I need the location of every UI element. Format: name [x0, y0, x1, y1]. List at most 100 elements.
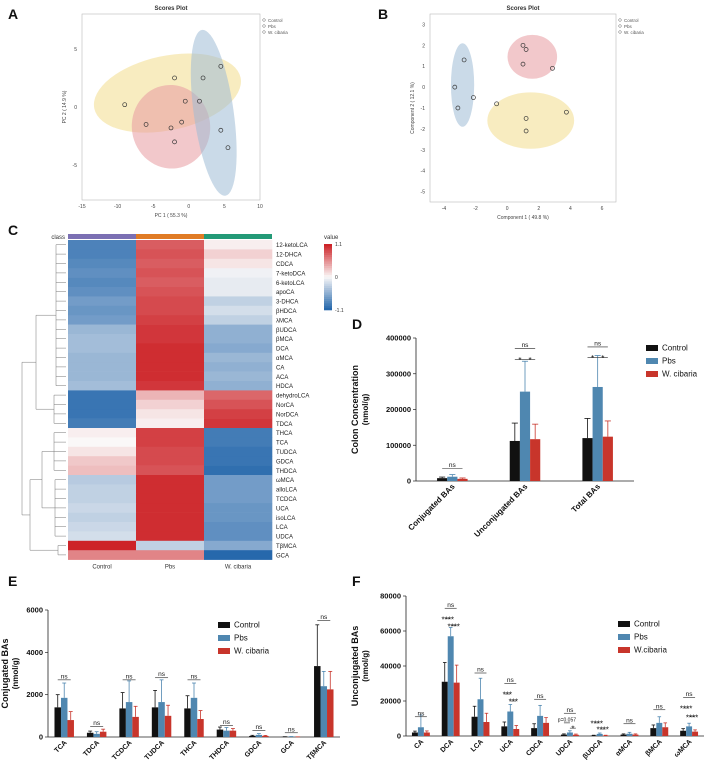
bar-control: [650, 728, 657, 736]
score-point-control: [122, 102, 128, 108]
heatmap-cell: [204, 540, 273, 551]
heatmap-cell: [136, 446, 205, 457]
heatmap-cell: [68, 456, 137, 466]
heatmap-cell: [204, 399, 273, 410]
legend-gradient-step: [324, 307, 332, 311]
score-point-wcibaria: [225, 145, 231, 151]
legend-entry: Pbs: [624, 24, 633, 29]
heatmap-cell: [136, 371, 205, 382]
score-point-wcibaria: [197, 98, 202, 104]
legend-swatch: [218, 622, 230, 628]
heatmap-cell: [68, 390, 137, 401]
y-tick-label: 4000: [26, 648, 43, 657]
bar-wcibaria: [99, 731, 107, 737]
plot-title: Scores Plot: [506, 6, 539, 12]
heatmap-cell: [204, 305, 273, 316]
legend-gradient-step: [324, 246, 332, 249]
heatmap-row-label: CDCA: [276, 262, 293, 268]
heatmap-column-label: W. cibaria: [225, 565, 252, 571]
bar-pbs: [686, 726, 693, 736]
bar-control: [680, 730, 687, 736]
heatmap-svg: class Control Pbs W. cibaria 12-ketoLCA 12-DH…: [21, 234, 344, 571]
category-label: DCA: [439, 738, 455, 754]
heatmap-cell: [204, 277, 273, 288]
significance-label: ns: [158, 671, 166, 678]
category-label: THDCA: [209, 739, 231, 761]
heatmap-cell: [204, 418, 273, 429]
category-label: TCA: [54, 739, 69, 754]
heatmap-cell: [136, 493, 205, 504]
significance-label: ns: [626, 717, 634, 724]
category-label: TCDCA: [111, 739, 133, 761]
heatmap-cell: [204, 324, 273, 335]
legend-gradient-step: [324, 301, 332, 304]
score-point-pbs: [520, 42, 526, 48]
legend-swatch: [618, 647, 630, 653]
bar-wcibaria: [453, 682, 460, 736]
y-tick-label: 80000: [380, 592, 401, 601]
heatmap-row-label: NorDCA: [276, 412, 298, 418]
heatmap-cell: [136, 268, 205, 278]
y-tick-label: -5: [421, 190, 426, 196]
significance-label: ns: [686, 691, 694, 698]
heatmap-cell: [136, 503, 205, 513]
heatmap-cell: [136, 475, 205, 485]
x-tick-label: -4: [442, 206, 447, 212]
heatmap-cell: [136, 437, 205, 448]
x-tick-label: 2: [537, 206, 540, 212]
legend-entry: W. cibaria: [624, 30, 644, 35]
legend-gradient-step: [324, 244, 332, 247]
significance-label: *: [518, 356, 521, 365]
heatmap-cell: [68, 268, 137, 278]
bar-wcibaria: [602, 436, 613, 481]
heatmap-row-label: LCA: [276, 525, 288, 531]
class-bar-1: [136, 234, 204, 239]
legend-marker: [262, 18, 266, 22]
significance-label: ns: [477, 667, 485, 674]
legend-marker: [618, 30, 622, 34]
heatmap-cell: [136, 277, 205, 288]
plot-frame: [81, 13, 261, 201]
heatmap-row-label: βHDCA: [276, 309, 296, 315]
score-point-control: [564, 109, 569, 115]
y-tick-label: 0: [422, 85, 425, 91]
bar-control: [501, 726, 508, 736]
heatmap-cell: [136, 240, 205, 250]
heatmap-cell: [68, 381, 137, 391]
significance-label: ns: [594, 340, 602, 347]
y-tick-label: 300000: [386, 369, 411, 378]
legend-gradient-step: [324, 261, 332, 265]
x-tick-label: 5: [223, 204, 226, 210]
legend-gradient-step: [324, 305, 332, 309]
heatmap-cell: [68, 465, 137, 476]
x-tick-label: -15: [78, 204, 85, 210]
significance-label: ns: [223, 719, 231, 726]
bar-control: [151, 707, 159, 737]
panel-label-f: F: [352, 573, 361, 589]
class-label: class: [51, 235, 65, 241]
significance-label: ****: [680, 705, 692, 714]
bar-pbs: [447, 476, 458, 481]
score-point-control: [172, 75, 177, 81]
heatmap-cell: [68, 296, 137, 307]
bar-control: [54, 707, 61, 737]
legend-tick-label: 0: [335, 275, 338, 281]
y-tick-label: -5: [73, 163, 78, 169]
heatmap-cell: [136, 390, 205, 401]
significance-label: *: [601, 354, 604, 363]
legend-gradient-step: [324, 303, 332, 306]
legend-gradient-step: [324, 250, 332, 254]
heatmap-cell: [68, 531, 137, 542]
score-point-wcibaria: [461, 57, 467, 63]
bar-wcibaria: [132, 716, 139, 737]
bar-pbs: [125, 702, 133, 737]
category-label: ωMCA: [673, 738, 693, 758]
category-label: βMCA: [644, 738, 663, 757]
heatmap-cell: [204, 381, 273, 391]
legend-gradient-step: [324, 279, 332, 282]
heatmap-cell: [204, 240, 273, 250]
heatmap-row-label: apoCA: [276, 290, 294, 296]
heatmap-cell: [136, 428, 205, 438]
y-tick-label: -4: [421, 169, 426, 175]
heatmap-row-label: αMCA: [276, 356, 293, 362]
